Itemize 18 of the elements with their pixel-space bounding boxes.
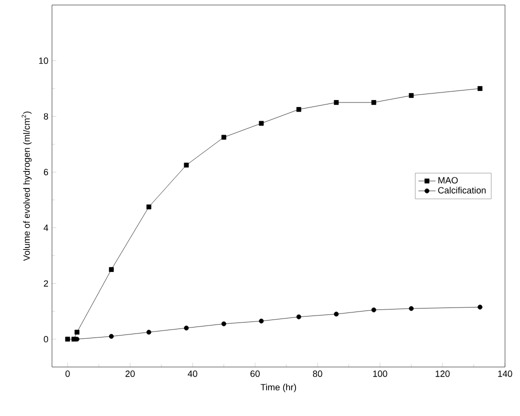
y-tick-label: 2 <box>44 280 48 287</box>
x-axis-title: Time (hr) <box>260 384 296 392</box>
x-tick-label: 100 <box>373 370 388 377</box>
y-tick-label: 4 <box>44 224 48 231</box>
x-tick-label: 140 <box>498 370 512 377</box>
legend-label: MAO <box>438 177 458 184</box>
y-tick-label: 8 <box>44 113 48 120</box>
y-tick-label: 0 <box>44 336 48 342</box>
y-tick-label: 6 <box>44 168 48 176</box>
y-tick-label: 10 <box>39 58 48 64</box>
x-tick-label: 120 <box>436 370 450 377</box>
x-tick-label: 60 <box>250 370 260 377</box>
y-axis-title: Volume of evolved hydrogen (ml/cm$^{2}$) <box>22 112 32 261</box>
x-tick-label: 40 <box>188 370 198 377</box>
x-tick-label: 0 <box>65 370 70 377</box>
x-tick-label: 20 <box>126 370 135 377</box>
legend-label: Calcification <box>438 186 486 194</box>
x-tick-label: 80 <box>312 370 322 377</box>
